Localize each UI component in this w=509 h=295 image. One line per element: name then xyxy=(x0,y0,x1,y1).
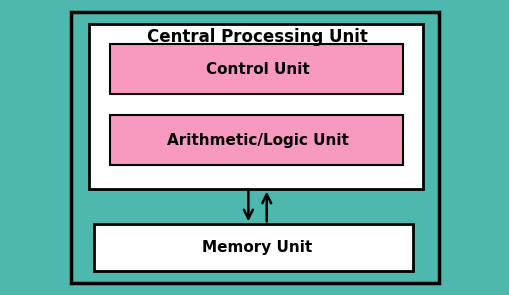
Text: Memory Unit: Memory Unit xyxy=(202,240,312,255)
Bar xyxy=(71,12,438,283)
Text: Control Unit: Control Unit xyxy=(205,62,309,77)
Text: Central Processing Unit: Central Processing Unit xyxy=(147,28,367,46)
Bar xyxy=(109,115,402,165)
Bar xyxy=(109,44,402,94)
Bar xyxy=(94,224,412,271)
Text: Arithmetic/Logic Unit: Arithmetic/Logic Unit xyxy=(166,133,348,148)
Bar xyxy=(89,24,422,189)
